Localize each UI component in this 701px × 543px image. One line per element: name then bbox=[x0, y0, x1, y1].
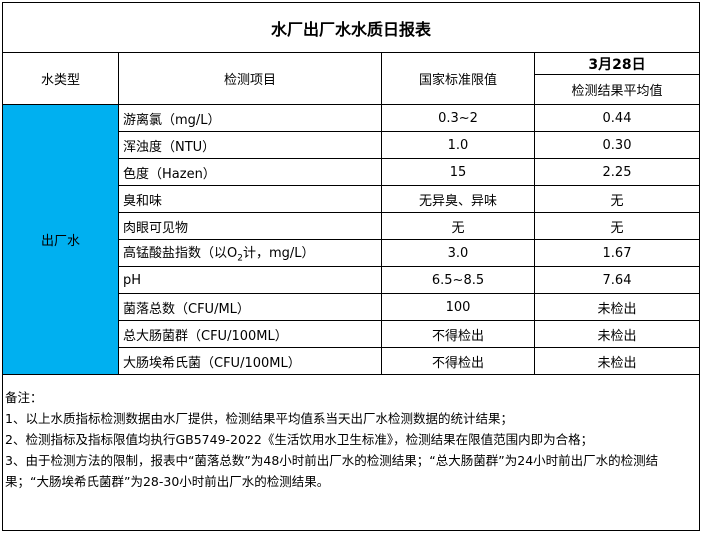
water-type-cell: 出厂水 bbox=[2, 104, 119, 375]
value-cell: 未检出 bbox=[533, 293, 701, 321]
item-cell: 肉眼可见物 bbox=[118, 212, 382, 240]
header-standard: 国家标准限值 bbox=[381, 52, 535, 105]
item-cell: pH bbox=[118, 266, 382, 294]
item-cell: 游离氯（mg/L） bbox=[118, 104, 382, 132]
item-cell: 色度（Hazen） bbox=[118, 158, 382, 186]
value-cell: 2.25 bbox=[533, 158, 701, 186]
table-row: 臭和味 无异臭、异味无 bbox=[3, 185, 701, 213]
item-cell: 臭和味 bbox=[118, 185, 382, 213]
standard-cell: 3.0 bbox=[381, 239, 535, 267]
standard-cell: 无异臭、异味 bbox=[381, 185, 535, 213]
standard-cell: 100 bbox=[381, 293, 535, 321]
value-cell: 无 bbox=[533, 185, 701, 213]
standard-cell: 6.5~8.5 bbox=[381, 266, 535, 294]
standard-cell: 1.0 bbox=[381, 131, 535, 159]
value-cell: 无 bbox=[533, 212, 701, 240]
standard-cell: 0.3~2 bbox=[381, 104, 535, 132]
standard-cell: 不得检出 bbox=[381, 320, 535, 348]
item-post: 计，mg/L） bbox=[242, 246, 315, 262]
note-line: 2、检测指标及指标限值均执行GB5749-2022《生活饮用水卫生标准》，检测结… bbox=[5, 432, 594, 447]
item-cell: 浑浊度（NTU） bbox=[118, 131, 382, 159]
water-quality-report-table: 水厂出厂水水质日报表 水类型 检测项目 国家标准限值 3月28日 检测结果平均值… bbox=[1, 2, 701, 531]
table-row: 色度（Hazen） 15 2.25 bbox=[3, 158, 701, 186]
standard-cell: 无 bbox=[381, 212, 535, 240]
notes-label: 备注： bbox=[5, 390, 43, 405]
note-line: 1、以上水质指标检测数据由水厂提供，检测结果平均值系当天出厂水检测数据的统计结果… bbox=[5, 411, 513, 426]
item-cell: 高锰酸盐指数（以O2计，mg/L） bbox=[118, 239, 382, 267]
value-cell: 0.44 bbox=[533, 104, 701, 132]
standard-cell: 15 bbox=[381, 158, 535, 186]
report-title: 水厂出厂水水质日报表 bbox=[1, 2, 701, 53]
table-row: pH 6.5~8.5 7.64 bbox=[3, 266, 701, 294]
value-cell: 未检出 bbox=[533, 347, 701, 375]
value-cell: 7.64 bbox=[533, 266, 701, 294]
table-row: 浑浊度（NTU） 1.0 0.30 bbox=[3, 131, 701, 159]
note-line: 3、由于检测方法的限制，报表中“菌落总数”为48小时前出厂水的检测结果；“总大肠… bbox=[5, 453, 659, 489]
item-pre: 高锰酸盐指数（以O bbox=[123, 246, 238, 262]
table-row: 肉眼可见物无无 bbox=[3, 212, 701, 240]
header-water-type: 水类型 bbox=[2, 52, 119, 105]
table-row: 高锰酸盐指数（以O2计，mg/L） 3.0 1.67 bbox=[3, 239, 701, 267]
standard-cell: 不得检出 bbox=[381, 347, 535, 375]
value-cell: 1.67 bbox=[533, 239, 701, 267]
table-row: 出厂水 游离氯（mg/L） 0.3~2 0.44 bbox=[2, 104, 701, 375]
table-row: 菌落总数（CFU/ML） 100 未检出 bbox=[3, 293, 701, 321]
item-cell: 总大肠菌群（CFU/100ML） bbox=[118, 320, 382, 348]
item-cell: 大肠埃希氏菌（CFU/100ML） bbox=[118, 347, 382, 375]
item-sub: 2 bbox=[237, 253, 243, 264]
item-cell: 菌落总数（CFU/ML） bbox=[118, 293, 382, 321]
value-cell: 未检出 bbox=[533, 320, 701, 348]
header-date: 3月28日 bbox=[533, 52, 701, 75]
header-average: 检测结果平均值 bbox=[533, 74, 701, 105]
value-cell: 0.30 bbox=[533, 131, 701, 159]
table-row: 大肠埃希氏菌（CFU/100ML） 不得检出 未检出 bbox=[3, 347, 701, 375]
header-item: 检测项目 bbox=[118, 52, 382, 105]
notes: 备注： 1、以上水质指标检测数据由水厂提供，检测结果平均值系当天出厂水检测数据的… bbox=[1, 374, 701, 531]
